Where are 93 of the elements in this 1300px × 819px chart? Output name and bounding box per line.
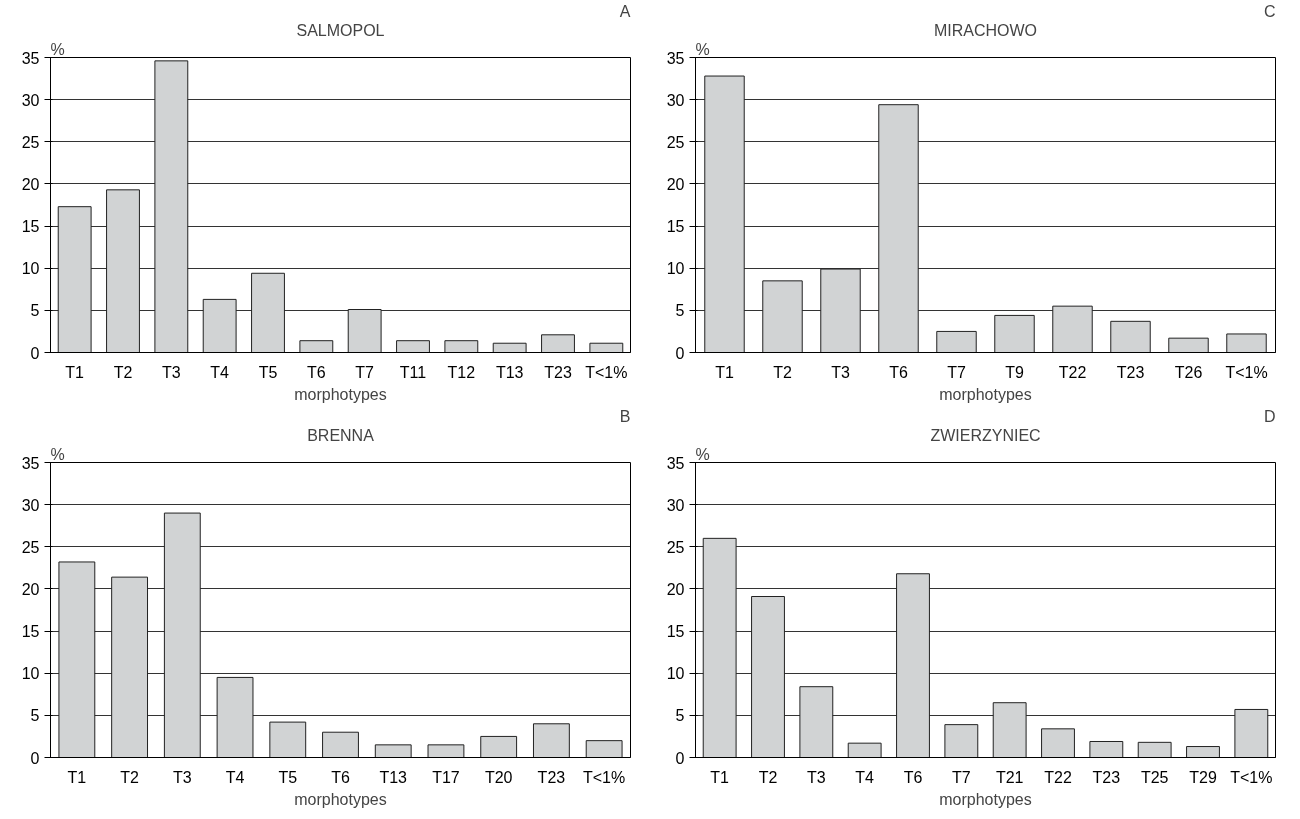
y-tick-label: 25 xyxy=(21,133,40,151)
y-axis-title: % xyxy=(50,445,65,463)
x-tick-label: T2 xyxy=(773,363,792,381)
y-tick-label: 20 xyxy=(21,175,40,193)
y-tick-label: 30 xyxy=(21,496,40,514)
x-tick-label: T17 xyxy=(432,768,460,786)
y-tick-label: 35 xyxy=(21,454,40,472)
x-tick-label: T11 xyxy=(399,363,427,381)
y-axis-title: % xyxy=(695,445,710,463)
x-tick-label: T7 xyxy=(952,768,971,786)
x-tick-label: T3 xyxy=(831,363,850,381)
x-axis-title: morphotypes xyxy=(294,790,387,808)
text: B xyxy=(619,407,631,425)
x-tick-label: T23 xyxy=(544,363,572,381)
y-tick-label: 35 xyxy=(21,49,40,67)
y-tick-label: 0 xyxy=(675,344,685,362)
x-tick-label: T13 xyxy=(379,768,408,786)
y-tick-label: 20 xyxy=(666,580,685,598)
x-axis-title: morphotypes xyxy=(939,790,1032,808)
y-tick-label: 5 xyxy=(675,302,685,320)
y-tick-label: 30 xyxy=(21,91,40,109)
x-tick-label: T3 xyxy=(807,768,826,786)
x-tick-label: T2 xyxy=(120,768,140,786)
x-tick-label: T1 xyxy=(710,768,730,786)
x-tick-label: T13 xyxy=(495,363,524,381)
y-axis-title: % xyxy=(50,40,65,58)
x-tick-label: T5 xyxy=(278,768,298,786)
y-tick-label: 25 xyxy=(21,538,40,556)
x-tick-label: T1 xyxy=(65,363,85,381)
text: A xyxy=(619,2,631,20)
x-tick-label: T1 xyxy=(67,768,87,786)
y-tick-label: 15 xyxy=(666,218,685,236)
x-tick-label: T7 xyxy=(355,363,375,381)
x-tick-label: T6 xyxy=(889,363,908,381)
x-tick-label: T1 xyxy=(715,363,734,381)
y-tick-label: 5 xyxy=(675,707,685,725)
x-tick-label: T3 xyxy=(172,768,192,786)
x-tick-label: T<1% xyxy=(1225,363,1268,381)
x-tick-label: T3 xyxy=(162,363,181,381)
x-tick-label: T7 xyxy=(947,363,966,381)
y-tick-label: 20 xyxy=(21,580,40,598)
x-axis-title: morphotypes xyxy=(939,385,1032,403)
y-tick-label: 0 xyxy=(675,749,685,767)
x-tick-label: T25 xyxy=(1140,768,1169,786)
y-tick-label: 25 xyxy=(666,538,685,556)
x-tick-label: T26 xyxy=(1174,363,1203,381)
x-tick-label: T6 xyxy=(903,768,923,786)
x-tick-label: T20 xyxy=(484,768,513,786)
y-tick-label: 0 xyxy=(30,344,40,362)
x-tick-label: T2 xyxy=(113,363,133,381)
x-tick-label: T21 xyxy=(995,768,1024,786)
x-tick-label: T<1% xyxy=(585,363,628,381)
y-tick-label: 35 xyxy=(666,454,685,472)
x-tick-label: T6 xyxy=(307,363,326,381)
x-tick-label: T6 xyxy=(331,768,350,786)
x-axis-title: morphotypes xyxy=(294,385,387,403)
x-tick-label: T22 xyxy=(1044,768,1072,786)
x-tick-label: T4 xyxy=(855,768,875,786)
y-tick-label: 10 xyxy=(21,260,40,278)
y-tick-label: 10 xyxy=(666,260,685,278)
chart-title: SALMOPOL xyxy=(296,21,385,39)
y-tick-label: 10 xyxy=(21,665,40,683)
y-tick-label: 20 xyxy=(666,175,685,193)
y-tick-label: 0 xyxy=(30,749,40,767)
y-axis-title: % xyxy=(695,40,710,58)
y-tick-label: 15 xyxy=(21,623,40,641)
y-tick-label: 15 xyxy=(21,218,40,236)
y-tick-label: 10 xyxy=(666,665,685,683)
x-tick-label: T12 xyxy=(447,363,476,381)
x-tick-label: T29 xyxy=(1189,768,1217,786)
y-tick-label: 5 xyxy=(30,302,40,320)
text: D xyxy=(1263,407,1276,425)
x-tick-label: T4 xyxy=(225,768,245,786)
x-tick-label: T23 xyxy=(537,768,566,786)
y-tick-label: 15 xyxy=(666,623,685,641)
y-tick-label: 25 xyxy=(666,133,685,151)
x-tick-label: T2 xyxy=(758,768,778,786)
y-tick-label: 5 xyxy=(30,707,40,725)
x-tick-label: T9 xyxy=(1005,363,1024,381)
x-tick-label: T23 xyxy=(1092,768,1121,786)
x-tick-label: T4 xyxy=(210,363,230,381)
x-tick-label: T23 xyxy=(1116,363,1145,381)
chart-title: BRENNA xyxy=(307,426,375,444)
x-tick-label: T5 xyxy=(258,363,278,381)
x-tick-label: T<1% xyxy=(583,768,626,786)
chart-title: ZWIERZYNIEC xyxy=(930,426,1041,444)
y-tick-label: 30 xyxy=(666,91,685,109)
text: C xyxy=(1263,2,1276,20)
chart-title: MIRACHOWO xyxy=(933,21,1038,39)
y-tick-label: 35 xyxy=(666,49,685,67)
y-tick-label: 30 xyxy=(666,496,685,514)
x-tick-label: T<1% xyxy=(1230,768,1273,786)
x-tick-label: T22 xyxy=(1058,363,1087,381)
